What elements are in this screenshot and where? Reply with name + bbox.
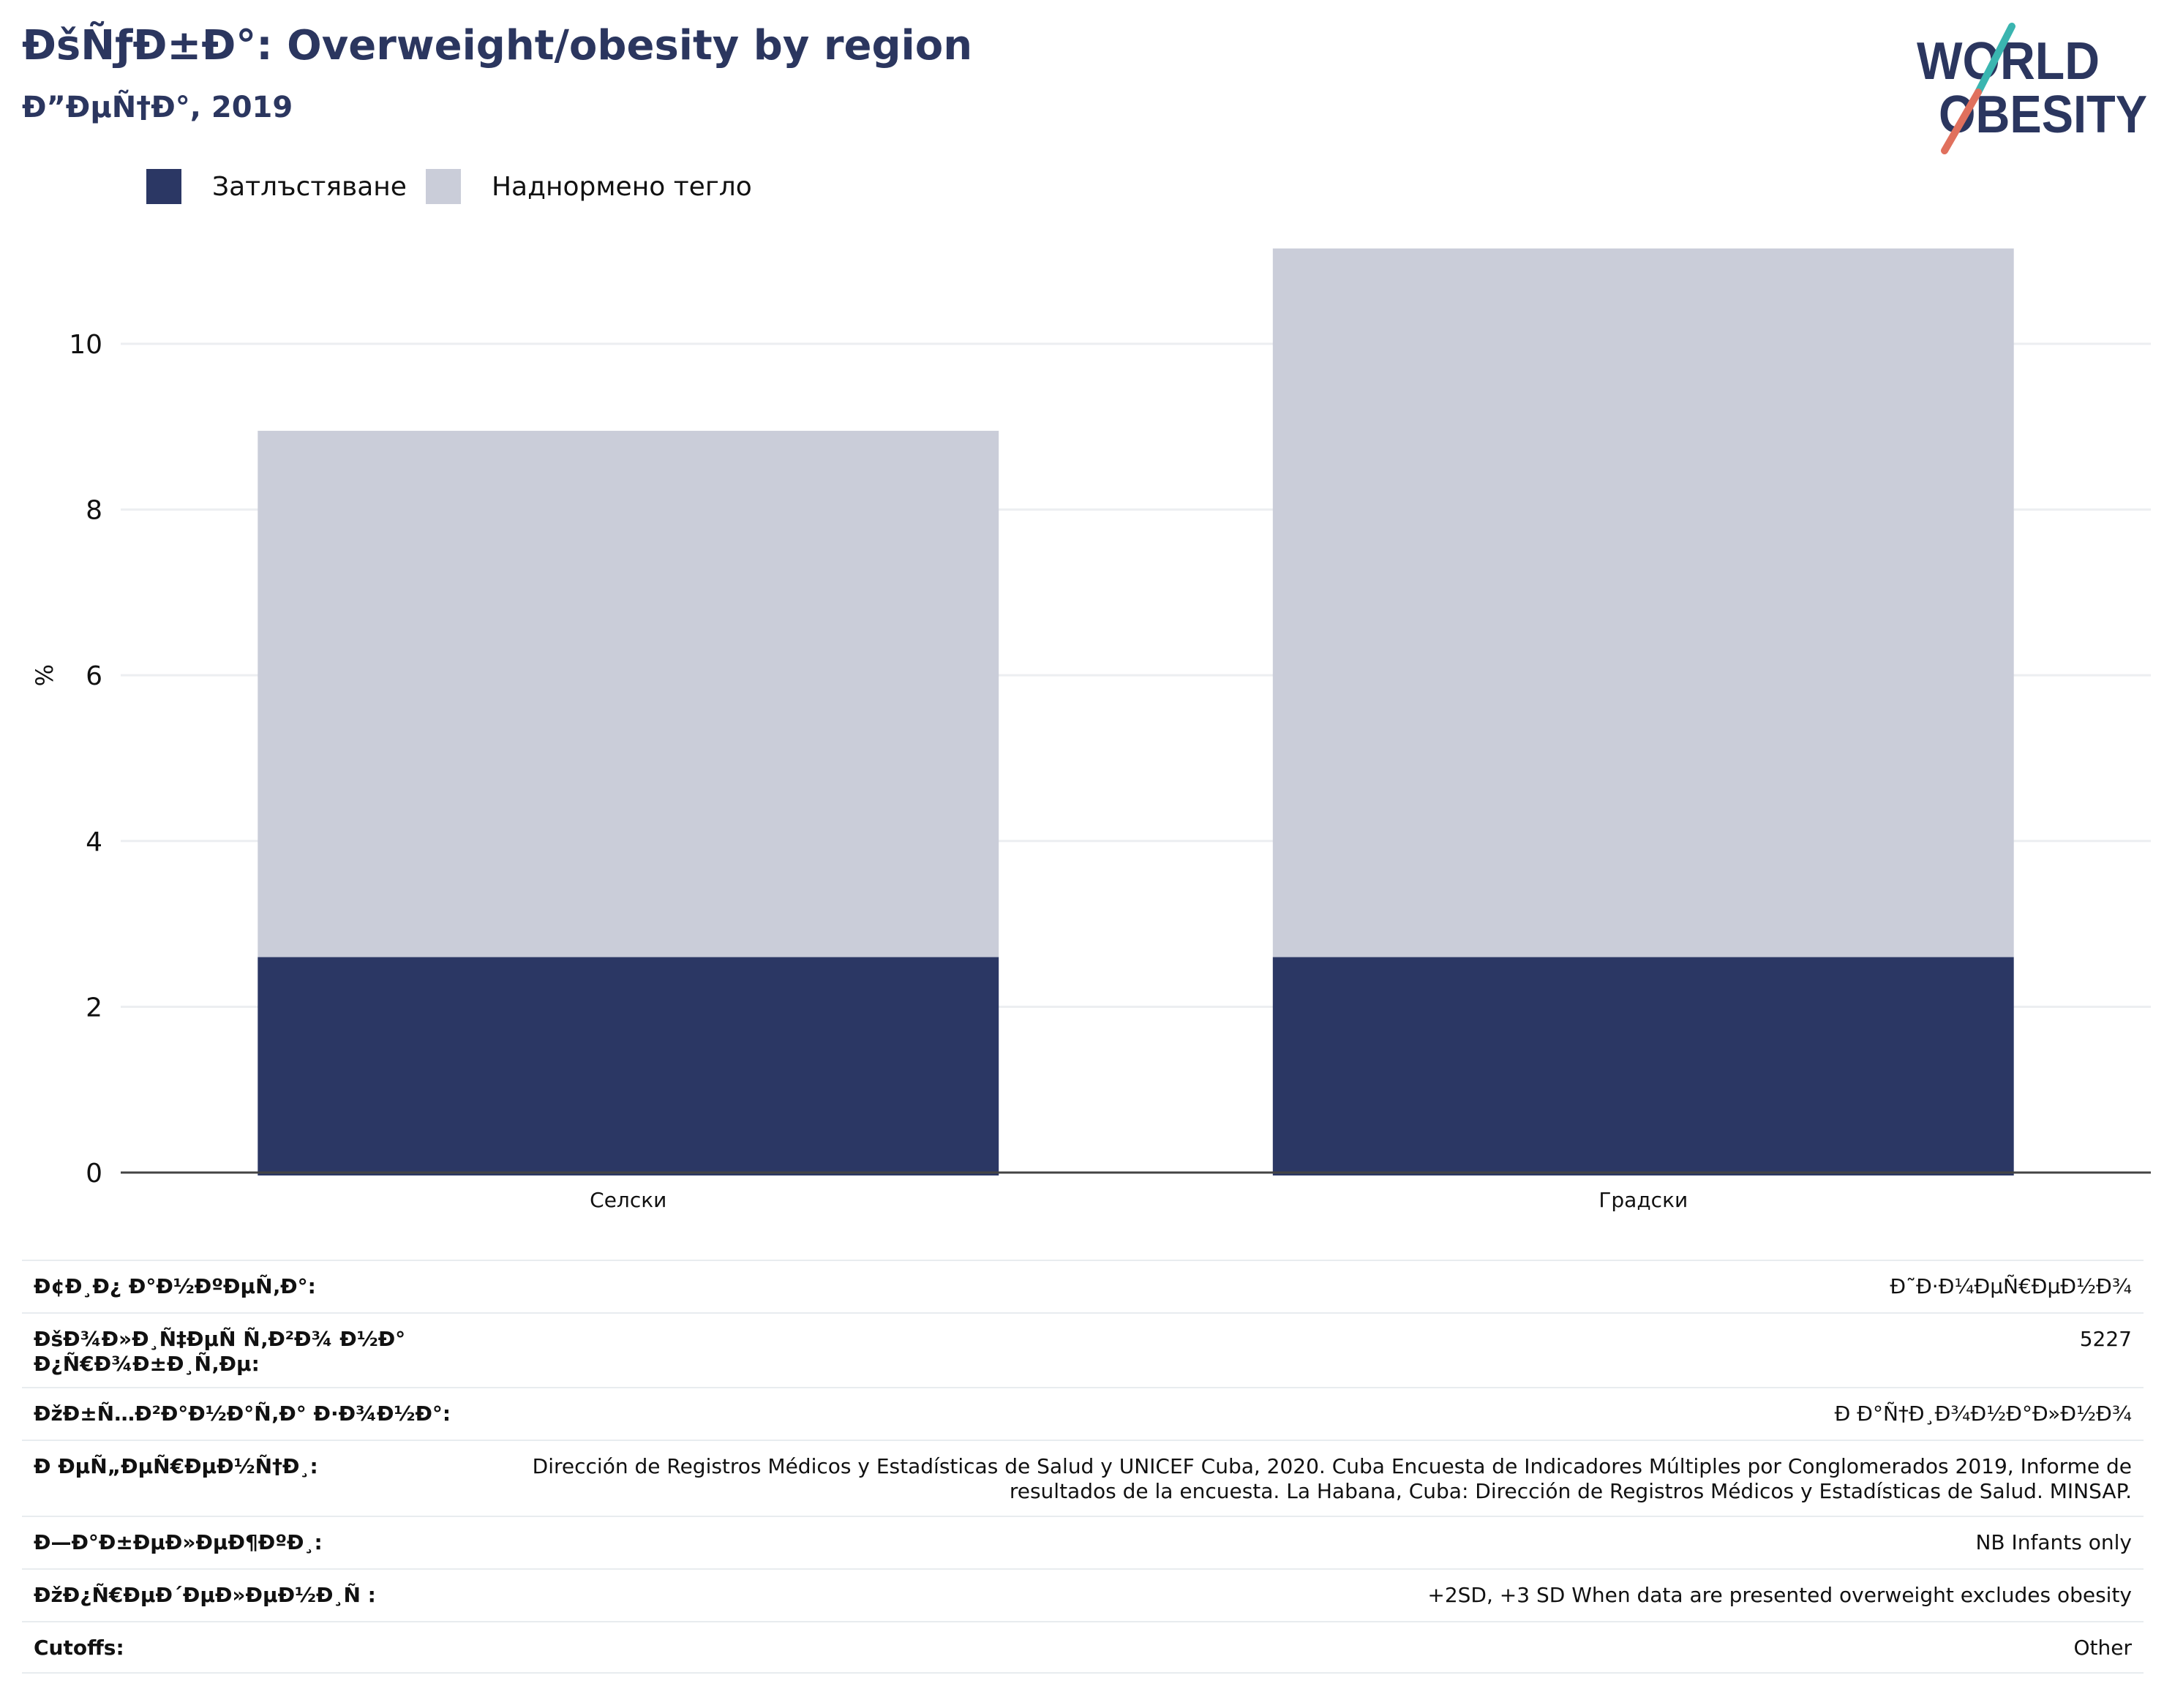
info-row-survey-type: Ð¢Ð¸Ð¿ Ð°Ð½ÐºÐµÑ‚Ð°: Ð˜Ð·Ð¼ÐµÑ€ÐµÐ½Ð¾	[22, 1260, 2144, 1312]
chart-legend: Затлъстяване Наднормено тегло	[146, 168, 771, 205]
logo-line-2: OBESITY	[1939, 86, 2147, 144]
info-value: Other	[2073, 1636, 2132, 1660]
y-tick-label: 0	[86, 1159, 102, 1189]
bar-obesity	[258, 957, 999, 1175]
x-tick-label: Градски	[1598, 1188, 1688, 1212]
chart-subtitle: Ð”ÐµÑ†Ð°, 2019	[22, 91, 293, 124]
y-tick-label: 8	[86, 496, 102, 526]
legend-label-overweight: Наднормено тегло	[491, 171, 752, 202]
chart-title: ÐšÑƒÐ±Ð°: Overweight/obesity by region	[22, 22, 973, 69]
info-label: Ð¢Ð¸Ð¿ Ð°Ð½ÐºÐµÑ‚Ð°:	[34, 1274, 316, 1298]
info-row-cutoffs: Cutoffs: Other	[22, 1621, 2144, 1674]
info-value: NB Infants only	[1975, 1530, 2132, 1554]
y-tick-label: 4	[86, 827, 102, 857]
logo-slash-top	[1975, 23, 2015, 96]
info-label: Cutoffs:	[34, 1636, 124, 1660]
y-tick-label: 6	[86, 661, 102, 691]
info-value: +2SD, +3 SD When data are presented over…	[1427, 1583, 2132, 1607]
bar-obesity	[1272, 957, 2014, 1175]
info-label: ÐžÐ¿Ñ€ÐµÐ´ÐµÐ»ÐµÐ½Ð¸Ñ :	[34, 1583, 376, 1607]
info-label: ÐšÐ¾Ð»Ð¸Ñ‡ÐµÑ Ñ‚Ð²Ð¾ Ð½Ð° Ð¿Ñ€Ð¾Ð±Ð¸Ñ‚Ðµ…	[34, 1327, 406, 1376]
info-row-definitions: ÐžÐ¿Ñ€ÐµÐ´ÐµÐ»ÐµÐ½Ð¸Ñ : +2SD, +3 SD When…	[22, 1568, 2144, 1621]
legend-label-obesity: Затлъстяване	[212, 171, 407, 202]
legend-swatch-obesity	[146, 169, 181, 204]
bar-overweight	[1272, 248, 2014, 958]
info-row-references: Ð ÐµÑ„ÐµÑ€ÐµÐ½Ñ†Ð¸: Dirección de Registr…	[22, 1440, 2144, 1516]
info-row-notes: Ð—Ð°Ð±ÐµÐ»ÐµÐ¶ÐºÐ¸: NB Infants only	[22, 1516, 2144, 1568]
info-row-sample-size: ÐšÐ¾Ð»Ð¸Ñ‡ÐµÑ Ñ‚Ð²Ð¾ Ð½Ð° Ð¿Ñ€Ð¾Ð±Ð¸Ñ‚Ðµ…	[22, 1312, 2144, 1387]
world-obesity-logo: WORLD OBESITY	[1917, 23, 2147, 154]
legend-item-overweight[interactable]: Наднормено тегло	[425, 169, 752, 204]
info-value: Ð Ð°Ñ†Ð¸Ð¾Ð½Ð°Ð»Ð½Ð¾	[1834, 1402, 2132, 1426]
info-row-area-covered: ÐžÐ±Ñ…Ð²Ð°Ð½Ð°Ñ‚Ð° Ð·Ð¾Ð½Ð°: Ð Ð°Ñ†Ð¸Ð¾Ð…	[22, 1387, 2144, 1440]
logo-line-1: WORLD	[1917, 32, 2100, 91]
info-value: Dirección de Registros Médicos y Estadís…	[532, 1454, 2132, 1503]
legend-swatch-overweight	[425, 169, 461, 204]
logo-slash-bottom	[1941, 89, 1982, 154]
legend-item-obesity[interactable]: Затлъстяване	[146, 169, 407, 204]
x-tick-label: Селски	[590, 1188, 666, 1212]
info-label: Ð—Ð°Ð±ÐµÐ»ÐµÐ¶ÐºÐ¸:	[34, 1530, 323, 1554]
info-label: Ð ÐµÑ„ÐµÑ€ÐµÐ½Ñ†Ð¸:	[34, 1454, 318, 1478]
info-label: ÐžÐ±Ñ…Ð²Ð°Ð½Ð°Ñ‚Ð° Ð·Ð¾Ð½Ð°:	[34, 1402, 451, 1426]
stacked-bar-chart: 0 2 4 6 8 10% Селски Градски	[31, 248, 2151, 1212]
y-axis-label: %	[31, 664, 59, 686]
y-tick-label: 10	[69, 330, 102, 360]
y-tick-label: 2	[86, 993, 102, 1023]
info-value: Ð˜Ð·Ð¼ÐµÑ€ÐµÐ½Ð¾	[1890, 1274, 2132, 1298]
survey-info-table: Ð¢Ð¸Ð¿ Ð°Ð½ÐºÐµÑ‚Ð°: Ð˜Ð·Ð¼ÐµÑ€ÐµÐ½Ð¾ Ðš…	[22, 1260, 2144, 1674]
bar-overweight	[258, 430, 999, 958]
info-value: 5227	[2079, 1327, 2132, 1351]
